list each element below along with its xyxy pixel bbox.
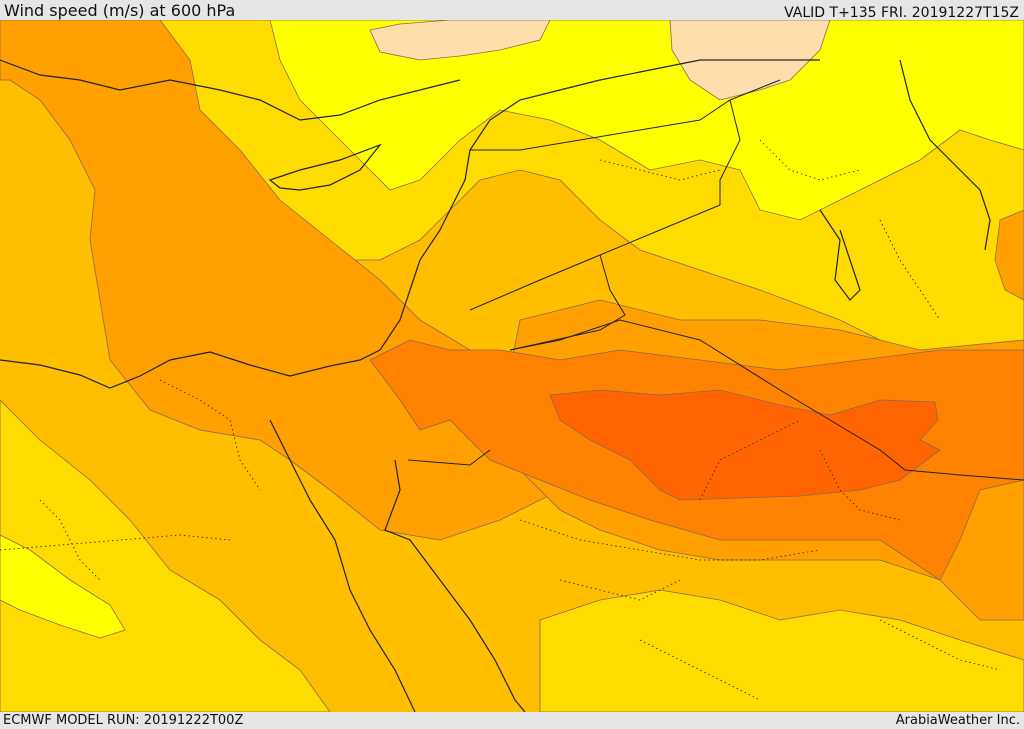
title-bar: Wind speed (m/s) at 600 hPa VALID T+135 … bbox=[0, 0, 1024, 21]
coastline-cyprus bbox=[268, 143, 382, 191]
footer-bar: ECMWF MODEL RUN: 20191222T00Z ArabiaWeat… bbox=[0, 712, 1024, 729]
field-yellow-southwest bbox=[0, 534, 126, 639]
coastline-red-sea-east bbox=[384, 459, 526, 712]
coastline-gulf bbox=[899, 59, 991, 251]
coastline-caspian-area bbox=[819, 209, 861, 301]
border-egypt-sudan bbox=[407, 449, 491, 466]
valid-time-label: VALID T+135 FRI. 20191227T15Z bbox=[784, 5, 1019, 21]
field-red-orange-core bbox=[549, 389, 941, 501]
coastline-levant bbox=[379, 59, 820, 351]
coastline-north-africa bbox=[0, 349, 381, 389]
province-boundaries bbox=[0, 139, 1001, 701]
wind-speed-map bbox=[0, 20, 1024, 712]
field-wheat-patch-1 bbox=[369, 20, 551, 61]
map-canvas bbox=[0, 20, 1024, 712]
coastline-red-sea-west bbox=[269, 419, 416, 712]
field-orange-right-edge bbox=[994, 209, 1024, 301]
credit-label: ArabiaWeather Inc. bbox=[895, 713, 1020, 728]
model-run-label: ECMWF MODEL RUN: 20191222T00Z bbox=[3, 713, 244, 728]
field-gold-southeast bbox=[539, 589, 1024, 712]
map-title: Wind speed (m/s) at 600 hPa bbox=[4, 1, 236, 20]
coastline-anatolia bbox=[0, 59, 461, 121]
border-jordan bbox=[509, 254, 626, 351]
field-gold-southwest bbox=[0, 399, 331, 712]
border-iraq-iran bbox=[719, 99, 741, 205]
border-iraq-saudi bbox=[509, 319, 1024, 481]
